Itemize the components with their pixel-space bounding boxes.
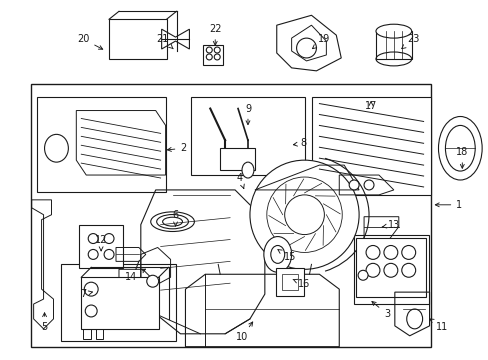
Text: 9: 9	[244, 104, 250, 125]
Text: 10: 10	[235, 322, 252, 342]
Bar	[275, 268, 303, 296]
Ellipse shape	[383, 264, 397, 277]
Bar	[203, 45, 223, 65]
Bar	[355, 238, 425, 297]
Ellipse shape	[44, 134, 68, 162]
Text: 5: 5	[41, 313, 48, 332]
Bar	[61, 264, 175, 341]
Text: 18: 18	[455, 147, 468, 168]
Ellipse shape	[366, 264, 379, 277]
Bar	[37, 96, 165, 192]
Bar	[81, 277, 158, 329]
Ellipse shape	[249, 160, 358, 269]
Ellipse shape	[383, 246, 397, 260]
Ellipse shape	[445, 125, 474, 171]
Text: 21: 21	[156, 34, 173, 49]
Ellipse shape	[401, 246, 415, 260]
Ellipse shape	[242, 162, 253, 178]
Text: 23: 23	[401, 34, 419, 49]
Bar	[191, 96, 304, 175]
Ellipse shape	[214, 54, 220, 60]
Ellipse shape	[401, 264, 415, 277]
Text: 15: 15	[277, 249, 295, 262]
Ellipse shape	[206, 47, 212, 53]
Ellipse shape	[266, 177, 342, 252]
Ellipse shape	[88, 234, 98, 243]
Text: 19: 19	[312, 34, 330, 49]
Ellipse shape	[364, 180, 373, 190]
Text: 17: 17	[364, 100, 376, 111]
Text: 13: 13	[381, 220, 399, 230]
Bar	[79, 225, 122, 268]
Text: 7: 7	[80, 289, 92, 299]
Ellipse shape	[366, 246, 379, 260]
Ellipse shape	[156, 215, 188, 229]
Text: 2: 2	[167, 143, 186, 153]
Ellipse shape	[150, 212, 194, 231]
Ellipse shape	[438, 117, 481, 180]
Ellipse shape	[206, 54, 212, 60]
Text: 16: 16	[292, 279, 310, 289]
Bar	[31, 84, 429, 347]
Ellipse shape	[85, 305, 97, 317]
Bar	[375, 31, 411, 59]
Text: 1: 1	[434, 200, 462, 210]
Bar	[220, 148, 254, 170]
Text: 4: 4	[237, 173, 244, 189]
Bar	[281, 274, 297, 290]
Ellipse shape	[146, 275, 158, 287]
Text: 8: 8	[293, 138, 306, 148]
Text: 3: 3	[371, 302, 389, 319]
Ellipse shape	[264, 237, 291, 272]
Ellipse shape	[348, 180, 358, 190]
Ellipse shape	[104, 249, 114, 260]
Ellipse shape	[214, 47, 220, 53]
Bar	[109, 19, 166, 59]
Text: 22: 22	[208, 24, 221, 45]
Ellipse shape	[406, 309, 422, 329]
Bar	[312, 96, 429, 195]
Ellipse shape	[357, 270, 367, 280]
Ellipse shape	[163, 217, 182, 226]
Ellipse shape	[104, 234, 114, 243]
Ellipse shape	[88, 249, 98, 260]
Ellipse shape	[375, 24, 411, 38]
Text: 11: 11	[429, 319, 447, 332]
Ellipse shape	[296, 38, 316, 58]
Bar	[353, 235, 427, 304]
Ellipse shape	[284, 195, 324, 235]
Text: 14: 14	[124, 269, 145, 282]
Text: 20: 20	[77, 34, 102, 49]
Text: 6: 6	[172, 210, 178, 226]
Ellipse shape	[84, 282, 98, 296]
Text: 12: 12	[95, 234, 107, 251]
